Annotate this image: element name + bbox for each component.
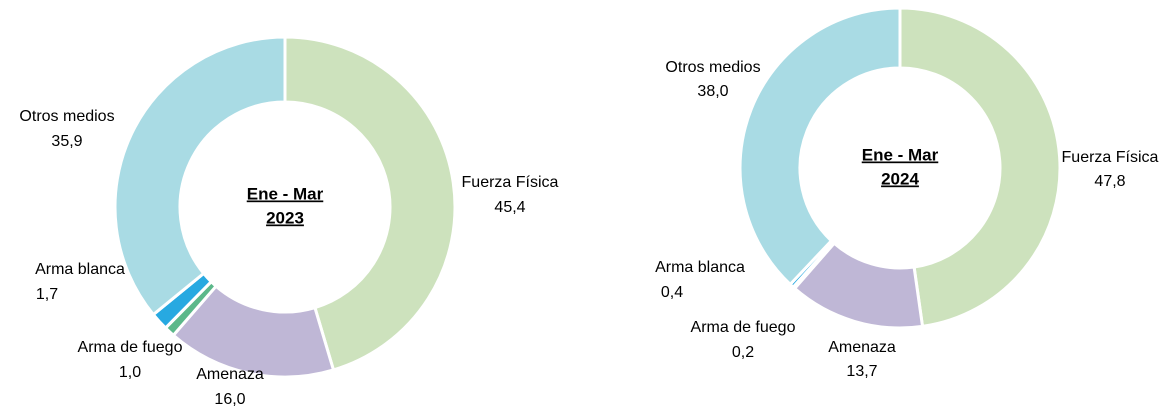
- slice-label: Arma de fuego: [78, 339, 183, 356]
- slice-value: 13,7: [846, 363, 877, 380]
- slice-label: Otros medios: [665, 59, 760, 76]
- slice-label: Amenaza: [196, 366, 264, 383]
- slice-label: Arma blanca: [655, 259, 745, 276]
- donut-slice: [113, 35, 287, 317]
- donut-slice: [898, 6, 1062, 329]
- slice-value: 1,0: [119, 364, 141, 381]
- slice-value: 47,8: [1094, 173, 1125, 190]
- slice-label: Fuerza Física: [462, 174, 559, 191]
- slice-label: Arma de fuego: [691, 319, 796, 336]
- slice-label: Fuerza Física: [1062, 149, 1159, 166]
- donut-slice: [283, 35, 457, 372]
- slice-label: Otros medios: [19, 108, 114, 125]
- slice-value: 0,2: [732, 344, 754, 361]
- slice-value: 45,4: [494, 199, 525, 216]
- slice-value: 0,4: [661, 284, 683, 301]
- center-title: 2024: [881, 169, 919, 188]
- slice-value: 35,9: [51, 133, 82, 150]
- slice-label: Amenaza: [828, 339, 896, 356]
- center-title: Ene - Mar: [862, 145, 939, 164]
- center-title: 2023: [266, 208, 304, 227]
- donut-slice: [738, 6, 902, 287]
- slice-value: 1,7: [36, 286, 58, 303]
- slice-label: Arma blanca: [35, 261, 125, 278]
- slice-value: 16,0: [214, 391, 245, 407]
- center-title: Ene - Mar: [247, 184, 324, 203]
- slice-value: 38,0: [697, 83, 728, 100]
